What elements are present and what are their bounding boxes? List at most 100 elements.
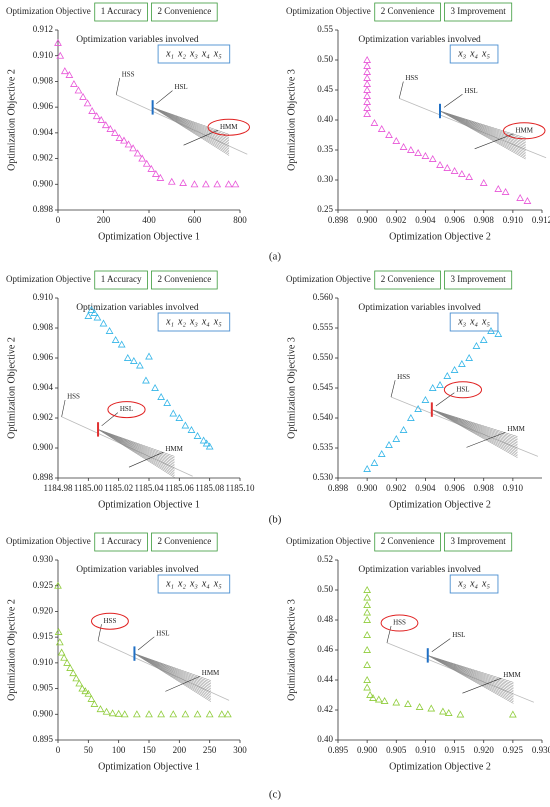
data-point	[415, 702, 424, 710]
x-tick-label: 0.905	[386, 745, 407, 755]
algorithm-label: HSL	[464, 87, 477, 95]
y-tick-label: 0.50	[317, 54, 333, 64]
x-tick-label: 0.898	[328, 215, 349, 225]
schematic-arrow	[462, 677, 502, 694]
data-point	[190, 180, 199, 188]
data-point	[205, 710, 214, 718]
y-tick-label: 0.48	[317, 614, 333, 624]
data-point	[181, 421, 190, 429]
x-tick-label: 100	[112, 745, 126, 755]
objective-label: Optimization Objective	[286, 6, 371, 16]
x-axis-label: Optimization Objective 1	[98, 231, 200, 242]
objective-box	[444, 532, 513, 552]
data-point	[363, 55, 372, 63]
data-point	[457, 359, 466, 367]
variable: x₅	[481, 316, 490, 327]
data-point	[363, 67, 372, 75]
data-point	[380, 696, 389, 704]
data-point	[54, 581, 62, 589]
data-point	[231, 180, 240, 188]
x-tick-label: 0.904	[415, 483, 436, 493]
schematic-fan	[152, 107, 230, 135]
objective-name: 2 Convenience	[381, 274, 435, 284]
x-tick-label: 600	[188, 215, 202, 225]
schematic-arrow	[128, 451, 164, 468]
algorithm-label: HSL	[452, 631, 465, 639]
data-point	[156, 173, 165, 181]
objective-label: Optimization Objective	[6, 6, 91, 16]
schematic-arrow	[474, 133, 514, 150]
data-point	[428, 383, 437, 391]
y-tick-label: 0.905	[33, 683, 54, 693]
data-point	[96, 705, 105, 713]
variable: x₄	[469, 316, 478, 327]
data-point	[181, 710, 190, 718]
data-point	[101, 121, 110, 129]
data-point	[363, 630, 372, 638]
data-point	[392, 136, 401, 144]
variable: x₃	[189, 48, 198, 59]
data-point	[74, 86, 83, 94]
data-point	[450, 166, 459, 174]
y-tick-label: 0.46	[317, 644, 333, 654]
algorithm-label: HMM	[220, 123, 238, 131]
data-point	[65, 70, 74, 78]
y-tick-label: 0.50	[317, 584, 333, 594]
x-axis-label: Optimization Objective 2	[389, 499, 491, 510]
variable: x₅	[481, 578, 490, 589]
data-point	[439, 707, 447, 715]
y-tick-label: 0.52	[317, 554, 333, 564]
x-tick-label: 0.906	[444, 215, 465, 225]
y-tick-label: 0.560	[313, 292, 334, 302]
y-tick-label: 0.920	[33, 605, 54, 615]
y-axis-label: Optimization Objective 3	[286, 599, 297, 701]
schematic-arrow	[390, 380, 396, 398]
data-point	[90, 308, 99, 316]
objective-label: Optimization Objective	[6, 274, 91, 284]
objective-box	[151, 2, 218, 22]
x-axis-label: Optimization Objective 1	[98, 761, 200, 772]
data-point	[406, 413, 415, 421]
y-tick-label: 0.555	[313, 322, 334, 332]
schematic-fan	[134, 653, 211, 683]
data-point	[187, 425, 196, 433]
schematic-arrow	[165, 676, 200, 692]
y-tick-label: 0.908	[33, 75, 54, 85]
algorithm-label: HSL	[456, 385, 469, 393]
x-tick-label: 0.910	[503, 483, 524, 493]
data-point	[363, 585, 372, 593]
data-point	[363, 600, 372, 608]
data-point	[142, 376, 150, 384]
algorithm-label: HMM	[507, 425, 525, 433]
data-point	[83, 99, 92, 107]
data-point	[224, 180, 233, 188]
data-point	[436, 160, 444, 168]
y-tick-label: 0.530	[313, 472, 334, 482]
data-point	[427, 704, 436, 712]
schematic-fan	[439, 110, 526, 160]
y-tick-label: 0.906	[33, 352, 54, 362]
objective-box	[94, 270, 148, 290]
objective-box	[151, 270, 218, 290]
variable: x₃	[189, 578, 198, 589]
data-point	[55, 638, 64, 646]
data-point	[169, 409, 178, 417]
panel-label: (a)	[269, 251, 282, 263]
data-point	[93, 313, 102, 321]
data-point	[106, 124, 115, 132]
schematic-fan	[97, 429, 175, 459]
data-point	[494, 184, 503, 192]
panel-label: (c)	[269, 789, 282, 801]
variable: x₃	[189, 316, 198, 327]
x-tick-label: 0.906	[444, 483, 465, 493]
y-tick-label: 0.45	[317, 84, 333, 94]
data-point	[363, 464, 372, 472]
inset-title: Optimization variables involved	[76, 35, 199, 45]
data-point	[363, 79, 372, 87]
data-point	[494, 329, 503, 337]
algorithm-label: HSS	[104, 617, 117, 625]
data-point	[479, 335, 488, 343]
data-point	[145, 710, 153, 718]
schematic-arrow	[101, 412, 119, 427]
inset-title: Optimization variables involved	[358, 35, 481, 45]
